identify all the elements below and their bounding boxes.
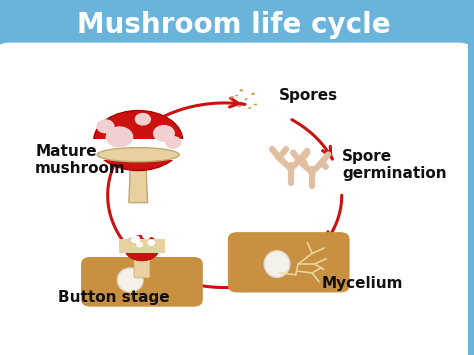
Text: Mature
mushroom: Mature mushroom	[35, 144, 126, 176]
Circle shape	[97, 120, 114, 133]
Circle shape	[139, 230, 145, 234]
Bar	[118, 239, 165, 253]
Text: Mushroom life cycle: Mushroom life cycle	[77, 11, 391, 39]
Ellipse shape	[248, 107, 251, 109]
Circle shape	[136, 114, 150, 125]
Ellipse shape	[245, 98, 247, 100]
Ellipse shape	[94, 110, 182, 170]
Ellipse shape	[239, 89, 244, 92]
Ellipse shape	[97, 148, 179, 162]
Ellipse shape	[230, 96, 234, 99]
Text: Spores: Spores	[279, 88, 338, 103]
Circle shape	[106, 127, 133, 147]
Circle shape	[137, 242, 142, 247]
Ellipse shape	[254, 104, 257, 105]
Circle shape	[148, 240, 155, 245]
Text: Mycelium: Mycelium	[321, 276, 403, 291]
Circle shape	[154, 126, 174, 141]
FancyBboxPatch shape	[81, 257, 203, 307]
Ellipse shape	[237, 105, 241, 107]
Ellipse shape	[264, 251, 290, 277]
Ellipse shape	[97, 148, 179, 162]
Bar	[82, 139, 194, 160]
Circle shape	[131, 236, 140, 242]
FancyBboxPatch shape	[134, 252, 150, 278]
Text: Spore
germination: Spore germination	[342, 149, 447, 181]
FancyBboxPatch shape	[0, 43, 473, 355]
Ellipse shape	[251, 93, 255, 95]
Ellipse shape	[124, 235, 159, 261]
Circle shape	[143, 233, 150, 239]
Text: Button stage: Button stage	[58, 290, 169, 305]
FancyBboxPatch shape	[228, 232, 350, 293]
Polygon shape	[129, 157, 147, 203]
Ellipse shape	[118, 268, 143, 292]
Ellipse shape	[235, 95, 238, 97]
Circle shape	[166, 137, 181, 148]
